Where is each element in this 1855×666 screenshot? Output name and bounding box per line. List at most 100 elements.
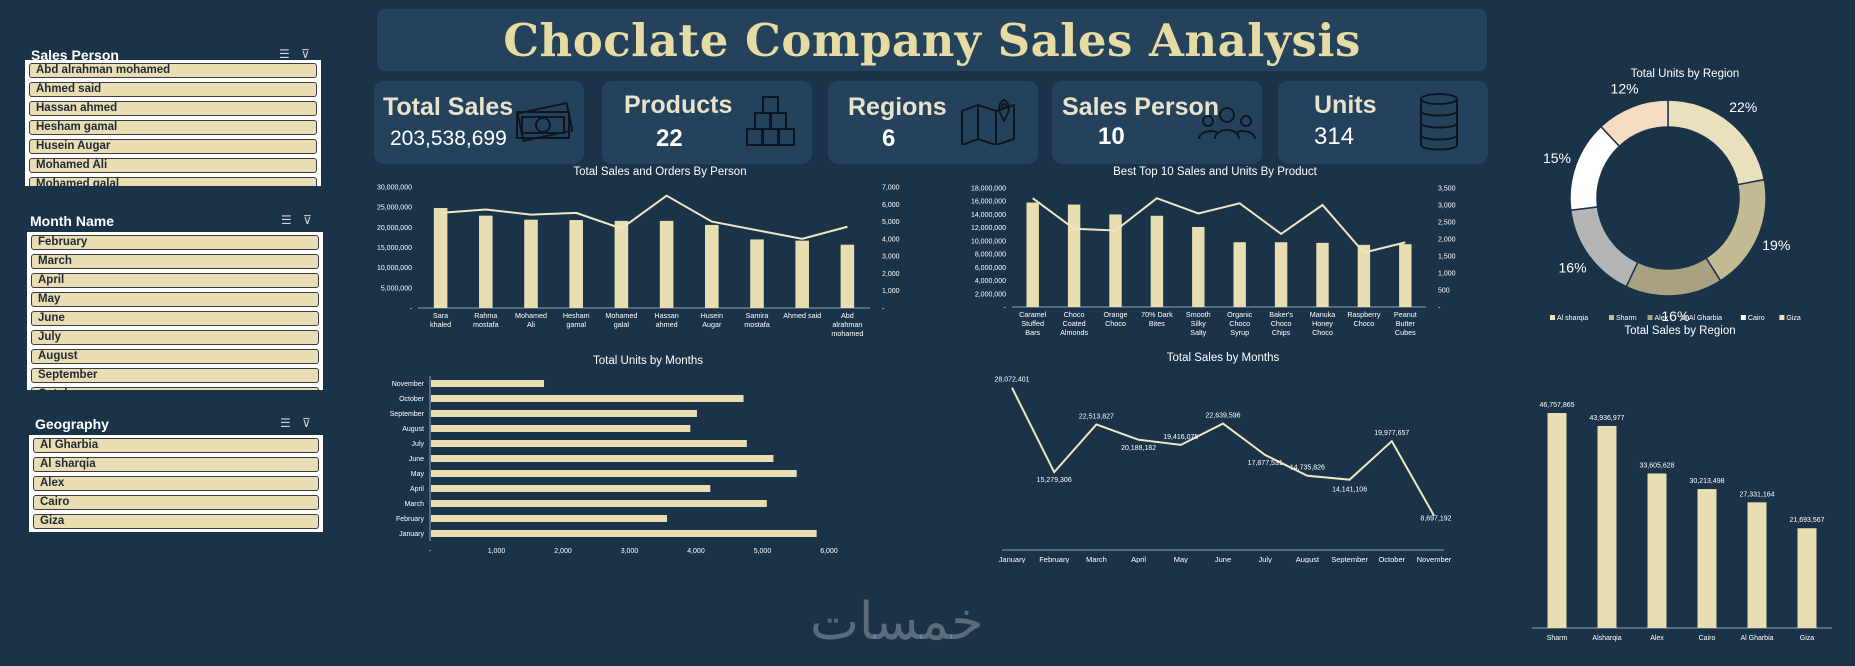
slicer-item[interactable]: March <box>31 254 319 269</box>
bar <box>479 215 493 308</box>
x-tick-label: Ahmed said <box>783 311 821 320</box>
y-tick-label: November <box>392 381 425 388</box>
slicer-item[interactable]: Mohamed Ali <box>29 158 317 173</box>
slicer-sales-person[interactable]: Abd alrahman mohamed Ahmed said Hassan ahm… <box>25 60 321 186</box>
bar <box>1026 202 1039 307</box>
chart-title: Total Sales by Region <box>1624 325 1735 337</box>
slicer-item[interactable]: June <box>31 311 319 326</box>
slicer-item[interactable]: Hesham gamal <box>29 120 317 135</box>
bar <box>524 219 538 308</box>
clear-filter-icon[interactable]: ⊽ <box>302 416 311 430</box>
y-tick-label: 12,000,000 <box>971 225 1006 232</box>
data-label: 43,936,977 <box>1589 415 1624 422</box>
slicer-item[interactable]: Ahmed said <box>29 82 317 97</box>
slicer-item[interactable]: October <box>31 387 319 390</box>
y2-tick-label: 7,000 <box>882 185 900 192</box>
x-tick-label: Samira mostafa <box>744 311 770 329</box>
bar <box>431 455 774 462</box>
x-tick-label: Caramel Stuffed Bars <box>1019 310 1047 337</box>
legend-label: Cairo <box>1748 315 1765 322</box>
legend-swatch <box>1550 315 1555 320</box>
y-tick-label: 18,000,000 <box>971 186 1006 193</box>
slicer-item[interactable]: August <box>31 349 319 364</box>
data-label: 16% <box>1559 259 1587 275</box>
slicer-item[interactable]: Al sharqia <box>33 457 319 472</box>
x-tick-label: Cairo <box>1699 635 1716 642</box>
x-tick-label: 1,000 <box>488 548 506 555</box>
slicer-item[interactable]: Giza <box>33 514 319 529</box>
slicer-item[interactable]: September <box>31 368 319 383</box>
y-tick-label: 25,000,000 <box>377 205 412 212</box>
legend-label: Alex <box>1655 315 1669 322</box>
y2-tick-label: 1,000 <box>882 288 900 295</box>
y2-tick-label: 1,500 <box>1438 254 1456 261</box>
bar <box>1357 244 1371 307</box>
bar <box>431 515 668 522</box>
y-tick-label: 8,000,000 <box>975 252 1006 259</box>
donut-slice <box>1625 256 1722 297</box>
x-tick-label: September <box>1331 555 1368 563</box>
slicer-item[interactable]: Hassan ahmed <box>29 101 317 116</box>
data-label: 30,213,498 <box>1689 478 1724 485</box>
slicer-item[interactable]: July <box>31 330 319 345</box>
slicer-item[interactable]: Husein Augar <box>29 139 317 154</box>
bar <box>1233 242 1246 307</box>
bar <box>1747 502 1767 628</box>
kpi-value: 22 <box>656 125 683 152</box>
x-tick-label: Sara khaled <box>430 311 451 329</box>
bar <box>1192 227 1205 307</box>
bar <box>1547 413 1567 628</box>
x-tick-label: 6,000 <box>820 548 838 555</box>
slicer-item[interactable]: Abd alrahman mohamed <box>29 63 317 78</box>
clear-filter-icon[interactable]: ⊽ <box>303 213 312 227</box>
bar <box>1316 242 1329 307</box>
clear-filter-icon[interactable]: ⊽ <box>301 47 310 61</box>
slicer-item[interactable]: April <box>31 273 319 288</box>
slicer-item[interactable]: Mohamed galal <box>29 177 317 186</box>
y2-tick-label: 2,000 <box>882 271 900 278</box>
x-tick-label: Alex <box>1650 635 1664 642</box>
bar <box>1067 204 1081 307</box>
watermark: خمسات <box>810 592 984 652</box>
slicer-item[interactable]: Alex <box>33 476 319 491</box>
chart-sales-by-region: Total Sales by Region 46,757,865 Sharm 43,9… <box>1532 325 1832 642</box>
bar <box>431 470 797 477</box>
x-tick-label: Organic Choco Syrup <box>1227 310 1253 337</box>
multi-select-icon[interactable]: ☰ <box>281 213 292 227</box>
x-tick-label: Choco Coated Almonds <box>1060 310 1088 337</box>
y2-tick-label: 2,000 <box>1438 237 1456 244</box>
y-tick-label: March <box>405 501 425 508</box>
x-tick-label: Manuka Honey Choco <box>1310 310 1336 337</box>
y-tick-label: 10,000,000 <box>971 238 1006 245</box>
x-tick-label: November <box>1417 555 1452 563</box>
y2-tick-label: 500 <box>1438 288 1450 295</box>
slicer-item[interactable]: Cairo <box>33 495 319 510</box>
data-label: 14,141,106 <box>1332 487 1367 494</box>
slicer-month-name[interactable]: February March April May June July August Septe… <box>27 232 323 390</box>
slicer-item[interactable]: February <box>31 235 319 250</box>
kpi-label: Products <box>624 91 733 119</box>
y-tick-label: - <box>1004 305 1007 312</box>
x-tick-label: May <box>1174 555 1188 563</box>
chart-title: Total Sales by Months <box>1167 352 1280 364</box>
x-tick-label: Abd alrahman mohamed <box>831 311 863 338</box>
y-tick-label: 16,000,000 <box>971 199 1006 206</box>
data-label: 22% <box>1729 99 1757 115</box>
bar <box>433 207 448 308</box>
slicer-item[interactable]: May <box>31 292 319 307</box>
multi-select-icon[interactable]: ☰ <box>279 47 290 61</box>
series-line <box>440 194 848 240</box>
legend-swatch <box>1740 315 1746 320</box>
chart-units-by-region: Total Units by Region22%19%16%16%15%12%A… <box>1543 68 1801 324</box>
slicer-item[interactable]: Al Gharbia <box>33 438 319 453</box>
y-tick-label: 6,000,000 <box>975 265 1006 272</box>
donut-slice <box>1705 178 1767 282</box>
multi-select-icon[interactable]: ☰ <box>280 416 291 430</box>
bar <box>659 220 674 308</box>
x-tick-label: Raspberry Choco <box>1347 310 1381 328</box>
data-label: 21,693,567 <box>1789 517 1824 524</box>
y-tick-label: 10,000,000 <box>377 265 412 272</box>
x-tick-label: 2,000 <box>554 548 572 555</box>
y2-tick-label: 6,000 <box>882 202 900 209</box>
